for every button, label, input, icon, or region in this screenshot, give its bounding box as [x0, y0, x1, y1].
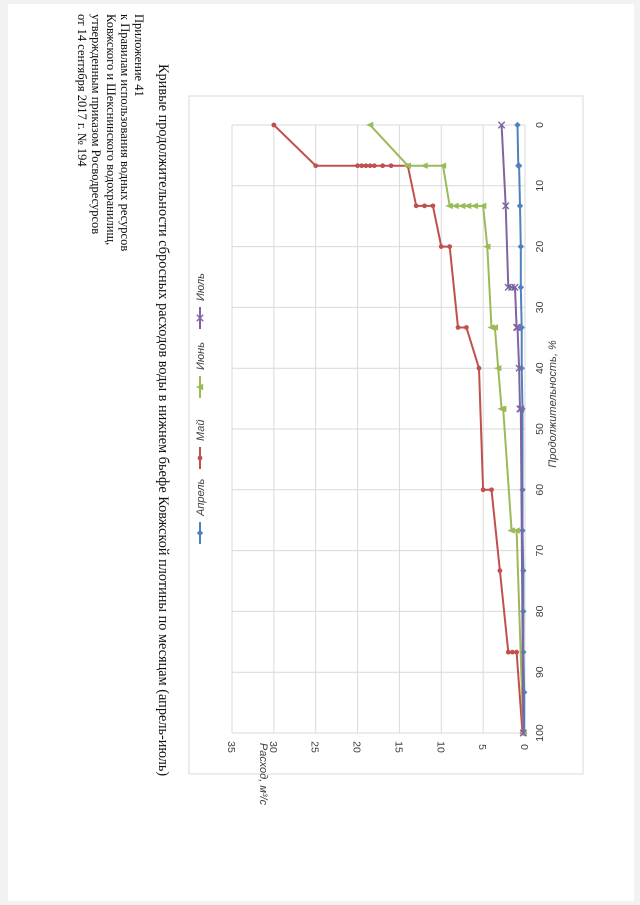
data-point — [464, 325, 469, 330]
data-point — [430, 203, 436, 209]
data-point — [497, 568, 503, 574]
x-tick-label: 80 — [534, 605, 546, 617]
data-point — [388, 163, 394, 169]
data-point — [507, 527, 515, 534]
data-point — [438, 244, 444, 250]
data-point — [514, 121, 521, 129]
legend: Апрель Май Июнь Июль — [195, 273, 207, 544]
duration-curve-chart: 0 10 20 30 40 50 60 70 80 90 100 0 5 10 15 20 25 30 35 Апр… — [188, 95, 584, 806]
data-point — [447, 244, 453, 250]
data-point — [515, 162, 523, 169]
data-point — [517, 405, 525, 413]
data-point — [420, 162, 428, 169]
y-axis-label: Расход, м³/с — [257, 743, 269, 806]
y-tick-label: 5 — [476, 744, 488, 750]
data-point — [499, 405, 507, 413]
legend-item: Май — [195, 419, 207, 469]
data-point — [516, 202, 524, 210]
data-point — [380, 163, 386, 169]
data-point — [517, 284, 525, 291]
data-point — [489, 487, 494, 493]
series-circle — [271, 122, 525, 736]
legend-label: Июль — [195, 273, 207, 301]
y-tick-label: 15 — [392, 741, 404, 753]
x-axis-label: Продолжительность, % — [547, 340, 559, 468]
data-point — [196, 529, 204, 537]
data-point — [514, 649, 520, 655]
data-point — [519, 486, 526, 493]
data-point — [519, 405, 526, 413]
data-point — [512, 527, 520, 534]
data-point — [313, 163, 319, 169]
x-tick-label: 90 — [534, 666, 546, 678]
gridlines — [231, 124, 526, 734]
x-tick-label: 60 — [534, 484, 546, 496]
data-point — [476, 365, 482, 371]
document-page: Приложение 41 к Правилам использования в… — [8, 4, 634, 901]
data-point — [458, 202, 466, 210]
x-tick-label: 20 — [534, 241, 546, 253]
data-point — [196, 314, 204, 322]
data-point — [363, 163, 369, 169]
legend-item: Июль — [195, 273, 207, 329]
data-point — [371, 163, 377, 169]
chart-frame — [188, 95, 584, 775]
data-point — [197, 455, 203, 461]
data-point — [445, 202, 453, 210]
data-point — [470, 202, 478, 210]
data-point — [517, 243, 525, 250]
data-point — [494, 365, 502, 372]
data-point — [367, 163, 373, 169]
data-point — [480, 487, 486, 493]
data-point — [438, 162, 447, 169]
data-point — [520, 567, 527, 574]
data-point — [365, 121, 374, 129]
data-point — [478, 202, 487, 210]
x-tick-label: 40 — [534, 362, 546, 374]
series-group — [271, 121, 528, 737]
y-tick-label: 25 — [309, 741, 321, 753]
y-tick-label: 30 — [267, 741, 279, 753]
data-point — [518, 365, 525, 372]
y-tick-label: 10 — [434, 741, 446, 753]
x-tick-label: 0 — [534, 122, 546, 128]
x-tick-label: 10 — [534, 180, 546, 192]
y-tick-label: 0 — [518, 744, 530, 750]
x-tick-label: 70 — [534, 545, 546, 557]
data-point — [451, 202, 459, 210]
data-point — [359, 163, 365, 169]
data-point — [518, 324, 525, 331]
data-point — [511, 283, 519, 292]
legend-label: Апрель — [195, 479, 207, 517]
legend-item: Июнь — [195, 342, 207, 398]
data-point — [497, 121, 506, 129]
data-point — [455, 325, 461, 330]
data-point — [502, 202, 510, 210]
data-point — [510, 649, 515, 655]
data-point — [515, 364, 523, 372]
x-tick-label: 50 — [534, 423, 546, 435]
data-point — [513, 323, 522, 332]
data-point — [403, 162, 411, 169]
data-point — [195, 383, 204, 391]
legend-label: Май — [195, 419, 207, 441]
data-point — [483, 243, 491, 250]
data-point — [490, 324, 499, 331]
data-point — [505, 649, 511, 655]
data-point — [422, 203, 427, 209]
x-tick-label: 100 — [534, 724, 546, 742]
tick-labels: 0 10 20 30 40 50 60 70 80 90 100 0 5 10 15 20 25 30 35 — [225, 122, 546, 753]
data-point — [463, 202, 472, 210]
data-point — [355, 163, 360, 169]
y-tick-label: 20 — [351, 741, 363, 753]
series-x — [497, 121, 528, 737]
x-tick-label: 30 — [534, 301, 546, 313]
legend-label: Июнь — [195, 342, 207, 370]
data-point — [271, 122, 277, 128]
data-point — [519, 729, 528, 737]
data-point — [413, 203, 419, 209]
y-tick-label: 35 — [225, 741, 237, 753]
legend-item: Апрель — [195, 479, 207, 544]
